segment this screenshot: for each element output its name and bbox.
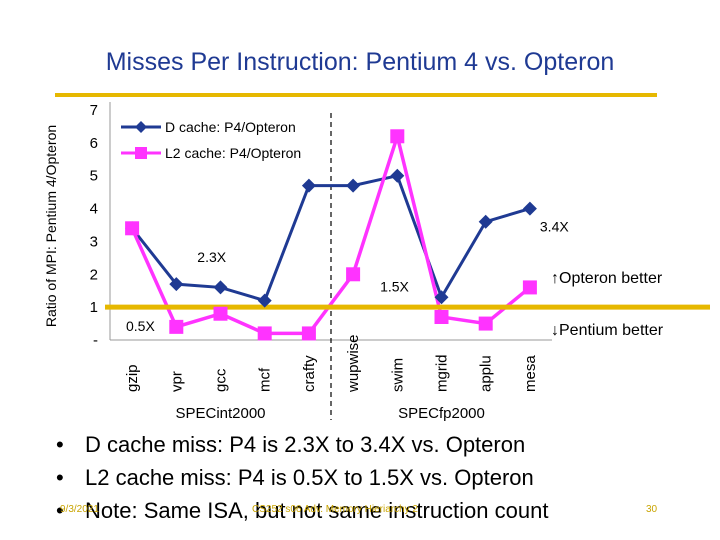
series-markers [125,129,537,341]
legend-label: D cache: P4/Opteron [165,119,296,135]
annotation-pentium-better: ↓Pentium better [551,322,664,339]
y-tick-label: 7 [90,102,98,119]
x-tick-label: crafty [301,355,318,392]
dcache-data-point [169,277,184,292]
l2cache-data-point [346,267,361,282]
x-tick-label: mgrid [434,354,451,392]
l2cache-data-point [257,326,272,341]
legend: D cache: P4/Opteron L2 cache: P4/Opteron [121,119,301,161]
y-tick-label: 5 [90,168,98,185]
legend-marker [135,147,147,159]
y-tick-label: - [93,332,98,349]
footer-page-number: 30 [646,504,658,515]
dcache-data-point [346,178,361,193]
bullet-dot: • [56,432,64,457]
l2cache-data-point [390,129,405,144]
l2cache-data-point [434,310,449,324]
annotation-d-min: 2.3X [197,249,226,265]
bullet-dcache: • D cache miss: P4 is 2.3X to 3.4X vs. Op… [56,428,548,461]
footer-course: CS252 s06 Adv. Memory Hieriarchy 2 [252,504,418,515]
dcache-data-point [390,168,405,183]
x-tick-label: gzip [124,364,141,392]
group-label-int: SPECint2000 [175,405,265,422]
dcache-data-point [522,201,537,216]
l2cache-data-point [522,280,537,295]
dcache-data-point [257,293,272,308]
legend-marker [135,121,147,133]
y-tick-label: 3 [90,233,98,250]
annotation-l2-min: 0.5X [126,318,155,334]
bullet-text: D cache miss: P4 is 2.3X to 3.4X vs. Opt… [85,432,526,457]
group-label-fp: SPECfp2000 [398,405,485,422]
bullet-l2cache: • L2 cache miss: P4 is 0.5X to 1.5X vs. O… [56,461,548,494]
x-axis: gzip vpr gcc mcf crafty wupwise swim mgrid applu… [110,113,552,422]
annotations: 3.4X 2.3X 1.5X 0.5X ↑Opteron better ↓Pentium … [126,219,664,340]
x-tick-label: gcc [213,368,230,392]
x-tick-label: vpr [168,371,185,392]
slide-title: Misses Per Instruction: Pentium 4 vs. Op… [105,48,615,76]
l2cache-data-point [169,319,184,334]
title-underline [55,93,657,97]
x-tick-label: mesa [522,355,539,392]
bullet-list: • D cache miss: P4 is 2.3X to 3.4X vs. Op… [56,428,548,527]
annotation-opteron-better: ↑Opteron better [551,270,663,287]
x-tick-label: mcf [257,367,274,392]
footer-date: 9/3/2021 [60,504,99,515]
l2cache-data-point [125,221,140,236]
l2cache-series-line [130,129,532,336]
y-tick-label: 4 [90,201,98,218]
y-tick-label: 6 [90,135,98,152]
x-tick-label: applu [478,355,495,392]
annotation-d-max: 3.4X [540,219,569,235]
y-tick-label: 1 [90,299,98,316]
l2cache-data-point [478,316,493,331]
annotation-l2-max: 1.5X [380,278,409,294]
y-axis: - 1 2 3 4 5 6 7 Ratio of MPI: Pentium 4/Opteron [43,102,111,349]
y-tick-label: 2 [90,266,98,283]
x-tick-label: wupwise [345,334,362,393]
dcache-data-point [478,214,493,229]
dcache-data-point [301,178,316,193]
dcache-series-line [130,173,531,303]
series-lines [130,129,532,336]
dcache-data-point [213,280,228,295]
bullet-text: Note: Same ISA, but not same instruction… [85,498,549,523]
bullet-dot: • [56,465,64,490]
bullet-note: • Note: Same ISA, but not same instructio… [56,494,548,527]
y-axis-title: Ratio of MPI: Pentium 4/Opteron [43,125,59,327]
x-tick-label: swim [389,358,406,392]
bullet-dot: • [56,498,64,523]
l2cache-data-point [301,326,316,341]
dcache-data-point [434,290,449,305]
l2cache-data-point [213,306,228,321]
bullet-text: L2 cache miss: P4 is 0.5X to 1.5X vs. Op… [85,465,534,490]
legend-label: L2 cache: P4/Opteron [165,145,301,161]
